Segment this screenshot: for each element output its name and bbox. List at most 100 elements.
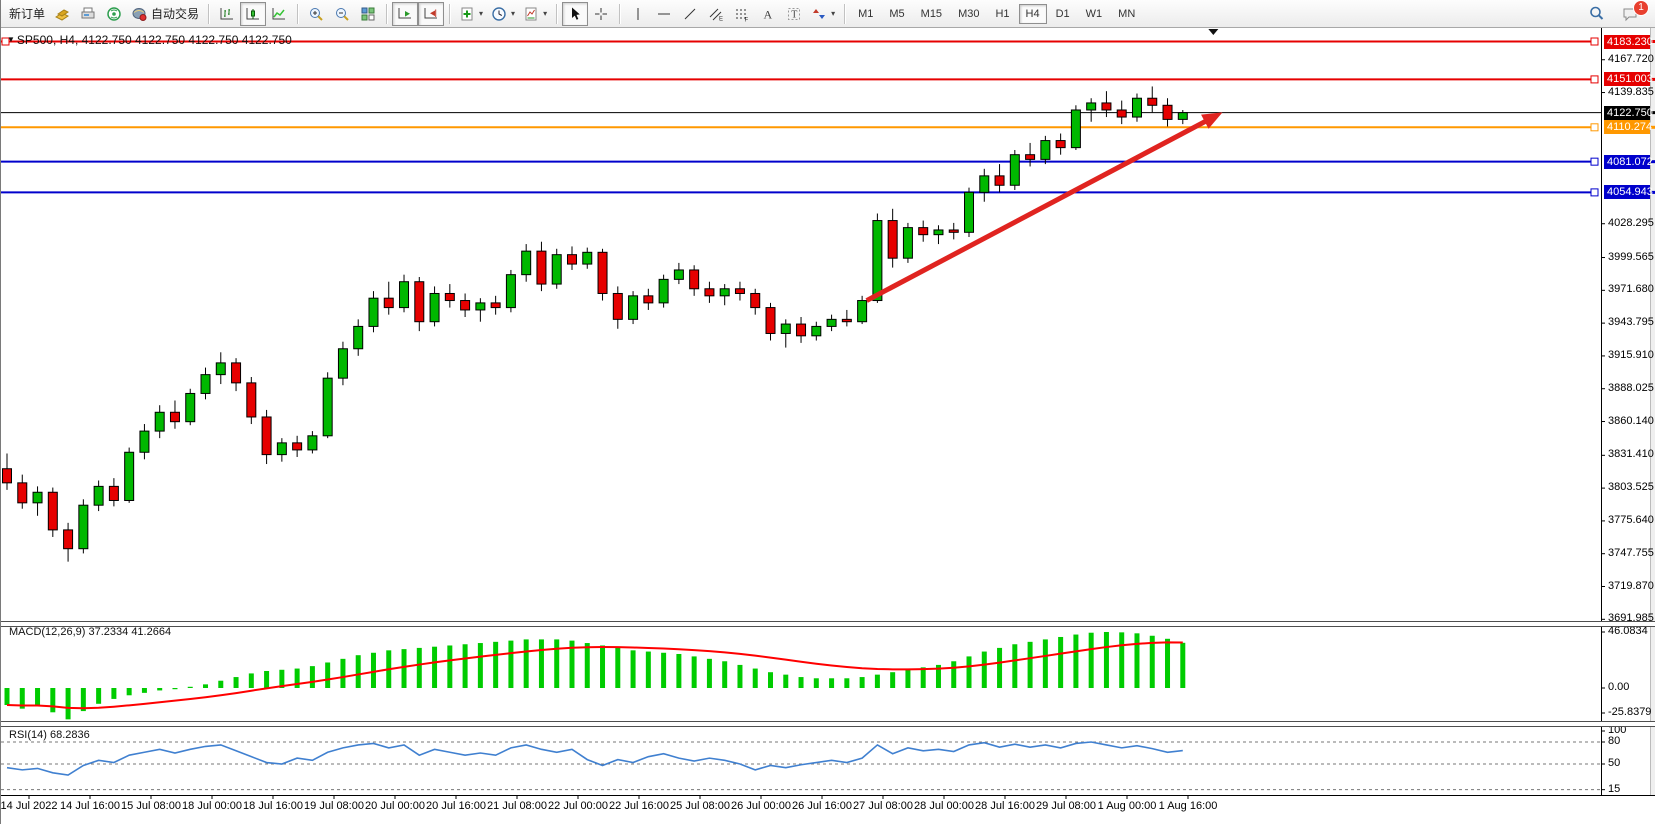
indicators-icon: [461, 7, 473, 20]
chart-shift-button[interactable]: [418, 1, 445, 26]
candlestick-icon: [246, 7, 260, 19]
candle-body: [719, 288, 730, 297]
macd-histogram-bar: [645, 651, 651, 688]
macd-histogram-bar: [370, 652, 376, 688]
notifications-button[interactable]: 1: [1617, 0, 1649, 26]
timeframe-button-m30[interactable]: M30: [951, 4, 986, 24]
line-chart-mode-button[interactable]: [266, 2, 292, 26]
channel-tool-button[interactable]: E: [703, 2, 729, 26]
bar-chart-mode-button[interactable]: [214, 2, 240, 26]
rsi-name: RSI(14): [9, 729, 47, 741]
candle-body: [1101, 102, 1112, 111]
text-tool-button[interactable]: A: [755, 2, 781, 26]
macd-label: MACD(12,26,9) 37.2334 41.2664: [9, 626, 171, 638]
candle-body: [154, 411, 165, 432]
line-endpoint-marker: [1590, 37, 1599, 46]
candle-body: [796, 323, 807, 337]
candle-body: [261, 416, 272, 456]
candle-body: [643, 295, 654, 304]
macd-histogram-bar: [829, 678, 835, 688]
chart-shift-icon: [424, 7, 438, 18]
macd-signal-value: 41.2664: [131, 626, 172, 638]
market-watch-button[interactable]: [49, 2, 75, 26]
candle-body: [414, 281, 425, 323]
macd-histogram-bar: [935, 664, 941, 688]
candle-body: [307, 435, 318, 451]
zoom-out-button[interactable]: [329, 2, 355, 26]
macd-histogram-bar: [325, 662, 331, 688]
macd-histogram-bar: [1058, 636, 1064, 688]
macd-histogram-bar: [554, 639, 560, 688]
macd-histogram-bar: [19, 688, 25, 709]
candle-body: [1116, 109, 1127, 118]
signals-button[interactable]: [101, 2, 127, 26]
candle-body: [475, 302, 486, 311]
periods-button[interactable]: ▾: [487, 2, 519, 26]
vertical-line-tool-button[interactable]: [625, 2, 651, 26]
cursor-icon: [572, 7, 580, 20]
macd-histogram-bar: [340, 658, 346, 688]
auto-scroll-button[interactable]: [392, 1, 419, 26]
candle-body: [292, 442, 303, 451]
fibonacci-tool-button[interactable]: F: [729, 2, 755, 26]
horizontal-line-tool-button[interactable]: [651, 2, 677, 26]
macd-histogram-bar: [264, 670, 270, 688]
candle-body: [47, 491, 58, 531]
trend-arrow-line: [865, 115, 1214, 303]
candlestick-mode-button[interactable]: [240, 1, 267, 26]
cursor-tool-button[interactable]: [562, 1, 589, 26]
macd-value: 37.2334: [88, 626, 129, 638]
macd-histogram-bar: [722, 661, 728, 688]
autotrading-button[interactable]: 自动交易: [127, 2, 203, 26]
arrows-tool-button[interactable]: ▾: [807, 2, 839, 26]
candle-body: [857, 300, 868, 323]
macd-histogram-bar: [493, 641, 499, 688]
timeframe-button-h4[interactable]: H4: [1018, 3, 1047, 24]
macd-histogram-bar: [80, 688, 86, 712]
rsi-value: 68.2836: [49, 729, 90, 741]
candle-body: [582, 251, 593, 265]
candle-body: [276, 442, 287, 456]
timeframe-button-w1[interactable]: W1: [1079, 4, 1110, 24]
timeframe-button-m15[interactable]: M15: [914, 4, 949, 24]
timeframe-button-m1[interactable]: M1: [851, 4, 880, 24]
zoom-in-button[interactable]: [303, 2, 329, 26]
svg-text:T: T: [791, 9, 797, 20]
macd-histogram-bar: [615, 647, 621, 688]
candle-body: [490, 302, 501, 309]
text-label-tool-button[interactable]: T: [781, 2, 807, 26]
candle-body: [1131, 97, 1142, 118]
macd-histogram-bar: [1119, 632, 1125, 688]
new-order-button[interactable]: 新订单: [5, 2, 49, 26]
chevron-down-icon: ▾: [831, 9, 836, 18]
candle-body: [521, 250, 532, 276]
macd-histogram-bar: [35, 688, 41, 707]
timeframe-button-mn[interactable]: MN: [1111, 4, 1142, 24]
chevron-down-icon: ▾: [543, 9, 548, 18]
toolbar-separator: [208, 3, 210, 24]
timeframe-button-m5[interactable]: M5: [882, 4, 911, 24]
market-watch-icon: [55, 8, 70, 21]
candle-body: [887, 220, 898, 259]
macd-histogram-bar: [172, 688, 178, 690]
macd-histogram-bar: [309, 666, 315, 688]
crosshair-tool-button[interactable]: [588, 2, 614, 26]
candle-body: [734, 288, 745, 294]
search-button[interactable]: [1583, 2, 1609, 26]
macd-histogram-bar: [462, 644, 468, 688]
line-chart-icon: [272, 7, 286, 19]
toolbar-separator: [386, 3, 388, 24]
line-endpoint-marker: [1590, 123, 1599, 132]
panel-splitter[interactable]: [1, 621, 1655, 627]
timeframe-button-h1[interactable]: H1: [988, 4, 1016, 24]
macd-histogram-bar: [1027, 641, 1033, 688]
templates-button[interactable]: ▾: [519, 2, 551, 26]
trendline-tool-button[interactable]: [677, 2, 703, 26]
timeframe-toolbar: M1 M5 M15 M30 H1 H4 D1 W1 MN: [850, 3, 1143, 24]
panel-splitter[interactable]: [1, 721, 1655, 727]
timeframe-button-d1[interactable]: D1: [1049, 4, 1077, 24]
print-button[interactable]: [75, 2, 101, 26]
tile-windows-button[interactable]: [355, 2, 381, 26]
indicators-button[interactable]: ▾: [455, 2, 487, 26]
